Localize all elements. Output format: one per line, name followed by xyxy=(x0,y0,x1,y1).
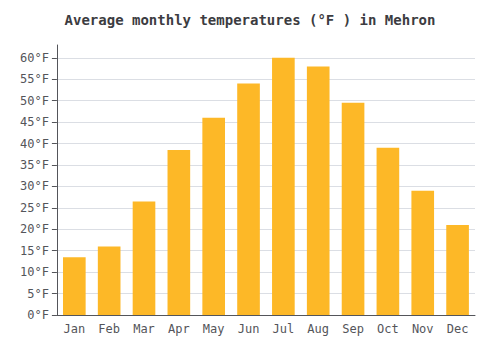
svg-text:Dec: Dec xyxy=(447,322,469,336)
svg-text:15°F: 15°F xyxy=(20,244,49,258)
svg-text:Jun: Jun xyxy=(238,322,260,336)
svg-text:35°F: 35°F xyxy=(20,158,49,172)
svg-text:0°F: 0°F xyxy=(27,308,49,322)
svg-text:30°F: 30°F xyxy=(20,179,49,193)
svg-text:Oct: Oct xyxy=(377,322,399,336)
svg-text:Aug: Aug xyxy=(307,322,329,336)
svg-text:Feb: Feb xyxy=(98,322,120,336)
svg-text:20°F: 20°F xyxy=(20,222,49,236)
svg-text:Jan: Jan xyxy=(63,322,85,336)
svg-text:Mar: Mar xyxy=(133,322,155,336)
svg-text:40°F: 40°F xyxy=(20,137,49,151)
svg-text:Sep: Sep xyxy=(342,322,364,336)
svg-text:10°F: 10°F xyxy=(20,265,49,279)
svg-text:50°F: 50°F xyxy=(20,94,49,108)
svg-text:25°F: 25°F xyxy=(20,201,49,215)
svg-text:Nov: Nov xyxy=(412,322,434,336)
svg-text:60°F: 60°F xyxy=(20,51,49,65)
svg-text:45°F: 45°F xyxy=(20,115,49,129)
svg-text:Apr: Apr xyxy=(168,322,190,336)
svg-text:5°F: 5°F xyxy=(27,287,49,301)
svg-text:Average monthly temperatures (: Average monthly temperatures (°F ) in Me… xyxy=(65,12,436,28)
svg-text:55°F: 55°F xyxy=(20,72,49,86)
svg-text:Jul: Jul xyxy=(273,322,295,336)
svg-text:May: May xyxy=(203,322,225,336)
